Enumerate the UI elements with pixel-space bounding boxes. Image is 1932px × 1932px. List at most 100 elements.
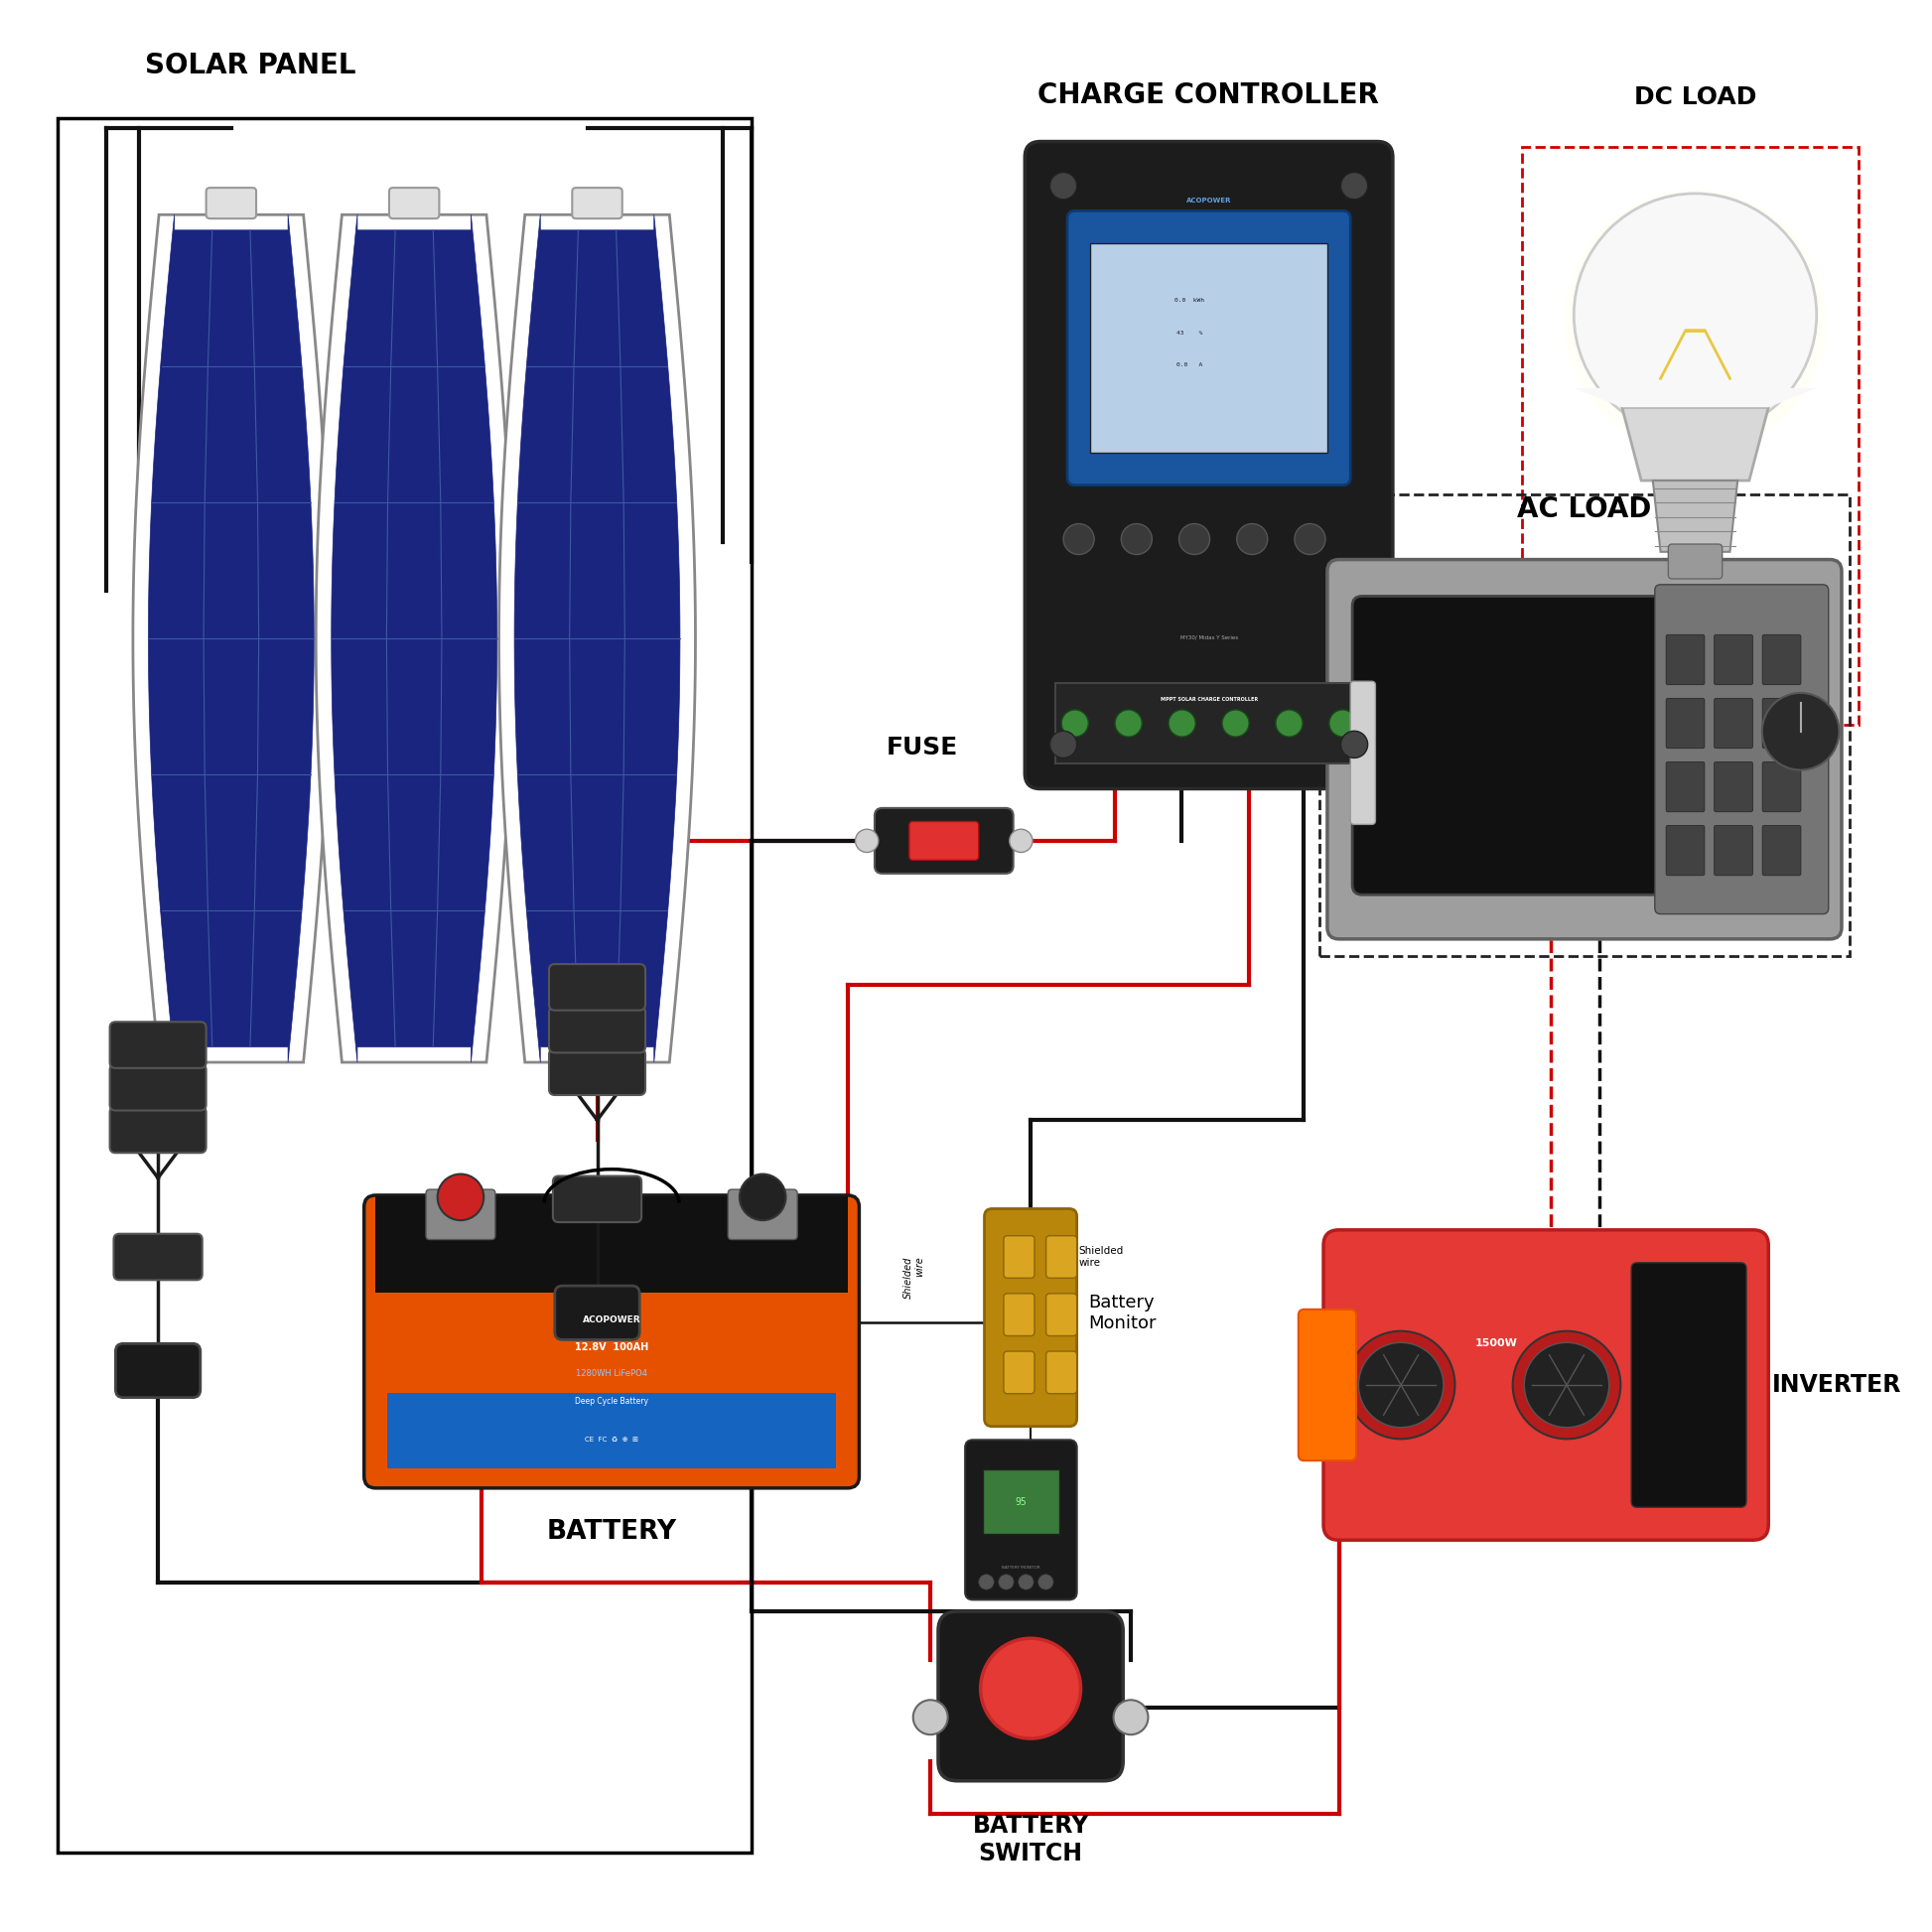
FancyBboxPatch shape xyxy=(910,821,980,860)
Circle shape xyxy=(1575,193,1816,437)
FancyBboxPatch shape xyxy=(1350,682,1376,825)
FancyBboxPatch shape xyxy=(1665,634,1704,684)
Circle shape xyxy=(1347,1331,1455,1439)
Text: Battery
Monitor: Battery Monitor xyxy=(1088,1294,1157,1331)
FancyBboxPatch shape xyxy=(1631,1264,1747,1507)
Circle shape xyxy=(1236,524,1267,554)
Polygon shape xyxy=(498,214,696,1063)
Circle shape xyxy=(1018,1575,1034,1590)
FancyBboxPatch shape xyxy=(549,1007,645,1053)
FancyBboxPatch shape xyxy=(388,187,439,218)
FancyBboxPatch shape xyxy=(1714,761,1752,811)
FancyBboxPatch shape xyxy=(1656,585,1828,914)
FancyBboxPatch shape xyxy=(1762,761,1801,811)
Polygon shape xyxy=(317,214,512,1063)
FancyBboxPatch shape xyxy=(1090,243,1327,452)
Text: BATTERY
SWITCH: BATTERY SWITCH xyxy=(972,1814,1090,1864)
FancyBboxPatch shape xyxy=(1665,825,1704,875)
Circle shape xyxy=(1061,709,1088,736)
Text: 95: 95 xyxy=(1014,1497,1026,1507)
Polygon shape xyxy=(514,214,680,1063)
Text: 0.0  kWh: 0.0 kWh xyxy=(1175,298,1204,301)
Circle shape xyxy=(1341,730,1368,757)
Circle shape xyxy=(1513,1331,1621,1439)
Circle shape xyxy=(1049,172,1076,199)
FancyBboxPatch shape xyxy=(207,187,257,218)
Text: AC LOAD: AC LOAD xyxy=(1517,495,1652,524)
Text: 0.0   A: 0.0 A xyxy=(1177,363,1202,367)
Text: DC LOAD: DC LOAD xyxy=(1634,85,1756,108)
Text: BATTERY: BATTERY xyxy=(547,1519,676,1546)
Polygon shape xyxy=(149,214,315,1063)
Circle shape xyxy=(914,1700,949,1735)
Text: 1500W: 1500W xyxy=(1474,1339,1517,1349)
Circle shape xyxy=(981,1638,1080,1739)
FancyBboxPatch shape xyxy=(983,1468,1059,1534)
FancyBboxPatch shape xyxy=(110,1022,207,1068)
Text: MPPT SOLAR CHARGE CONTROLLER: MPPT SOLAR CHARGE CONTROLLER xyxy=(1159,697,1258,701)
Text: ACOPOWER: ACOPOWER xyxy=(583,1316,641,1325)
FancyBboxPatch shape xyxy=(549,964,645,1010)
FancyBboxPatch shape xyxy=(116,1343,201,1397)
Polygon shape xyxy=(1654,481,1737,553)
FancyBboxPatch shape xyxy=(549,1049,645,1095)
Circle shape xyxy=(1329,709,1356,736)
Polygon shape xyxy=(133,214,328,1063)
FancyBboxPatch shape xyxy=(1003,1294,1034,1335)
Circle shape xyxy=(1565,189,1826,452)
FancyBboxPatch shape xyxy=(1665,697,1704,748)
FancyBboxPatch shape xyxy=(375,1196,848,1293)
Text: ACOPOWER: ACOPOWER xyxy=(1186,197,1231,203)
Polygon shape xyxy=(1623,408,1768,481)
FancyBboxPatch shape xyxy=(110,1065,207,1111)
Text: 12.8V  100AH: 12.8V 100AH xyxy=(576,1343,649,1352)
FancyBboxPatch shape xyxy=(1003,1350,1034,1393)
Circle shape xyxy=(1049,730,1076,757)
Text: Shielded
wire: Shielded wire xyxy=(1078,1246,1124,1267)
Circle shape xyxy=(1063,524,1094,554)
FancyBboxPatch shape xyxy=(1055,682,1362,763)
Polygon shape xyxy=(1575,388,1816,408)
FancyBboxPatch shape xyxy=(939,1611,1122,1781)
Circle shape xyxy=(1275,709,1302,736)
Circle shape xyxy=(1121,524,1151,554)
Circle shape xyxy=(1179,524,1209,554)
Text: Deep Cycle Battery: Deep Cycle Battery xyxy=(576,1397,649,1405)
FancyBboxPatch shape xyxy=(425,1190,495,1240)
FancyBboxPatch shape xyxy=(553,1177,641,1223)
FancyBboxPatch shape xyxy=(114,1235,203,1281)
FancyBboxPatch shape xyxy=(1714,825,1752,875)
Circle shape xyxy=(980,1575,995,1590)
Text: INVERTER: INVERTER xyxy=(1772,1374,1901,1397)
FancyBboxPatch shape xyxy=(1762,825,1801,875)
FancyBboxPatch shape xyxy=(966,1439,1076,1600)
Circle shape xyxy=(1009,829,1032,852)
FancyBboxPatch shape xyxy=(1762,634,1801,684)
Text: CHARGE CONTROLLER: CHARGE CONTROLLER xyxy=(1037,81,1379,108)
Circle shape xyxy=(1115,709,1142,736)
Circle shape xyxy=(740,1175,786,1221)
FancyBboxPatch shape xyxy=(1352,597,1681,895)
FancyBboxPatch shape xyxy=(1323,1231,1768,1540)
Circle shape xyxy=(437,1175,483,1221)
Text: MY30/ Midas Y Series: MY30/ Midas Y Series xyxy=(1180,636,1238,639)
FancyBboxPatch shape xyxy=(363,1196,860,1488)
Circle shape xyxy=(1524,1343,1609,1428)
Text: SOLAR PANEL: SOLAR PANEL xyxy=(145,52,355,79)
FancyBboxPatch shape xyxy=(386,1393,837,1468)
FancyBboxPatch shape xyxy=(1714,634,1752,684)
Text: BATTERY MONITOR: BATTERY MONITOR xyxy=(1003,1565,1039,1569)
Circle shape xyxy=(999,1575,1014,1590)
Circle shape xyxy=(1294,524,1325,554)
Circle shape xyxy=(1113,1700,1148,1735)
FancyBboxPatch shape xyxy=(1762,697,1801,748)
FancyBboxPatch shape xyxy=(572,187,622,218)
FancyBboxPatch shape xyxy=(728,1190,798,1240)
Text: FUSE: FUSE xyxy=(887,736,958,759)
Circle shape xyxy=(856,829,879,852)
Circle shape xyxy=(1341,172,1368,199)
FancyBboxPatch shape xyxy=(1714,697,1752,748)
FancyBboxPatch shape xyxy=(1045,1350,1076,1393)
Circle shape xyxy=(1762,694,1839,771)
FancyBboxPatch shape xyxy=(1667,545,1721,580)
